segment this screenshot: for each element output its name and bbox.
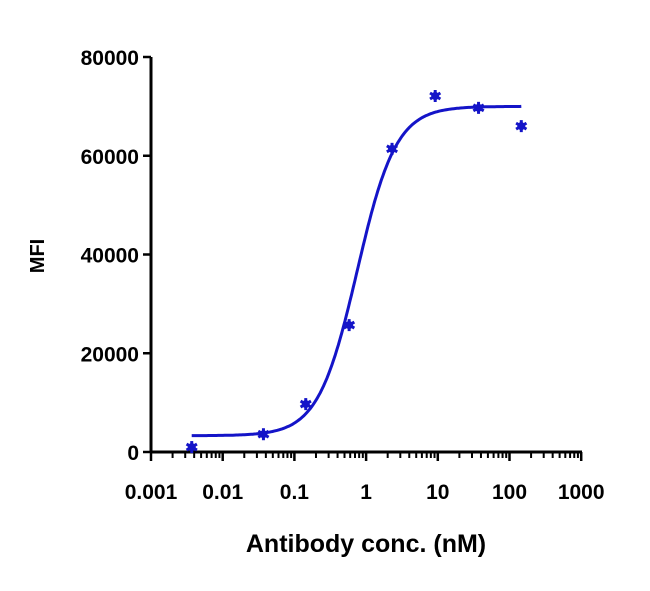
x-axis-ticks: 0.001 0.01 0.1 1 10 100 1000 <box>125 452 605 504</box>
data-point-marker <box>429 90 442 103</box>
data-points <box>185 90 528 454</box>
data-point-marker <box>257 428 270 441</box>
x-tick-label: 1000 <box>558 481 605 504</box>
y-tick-label: 20000 <box>81 343 139 366</box>
y-axis-title: MFI <box>27 239 49 273</box>
x-tick-label: 0.01 <box>202 481 243 504</box>
data-point-marker <box>472 101 485 114</box>
x-tick-label: 0.1 <box>280 481 310 504</box>
x-axis-title: Antibody conc. (nM) <box>246 530 486 558</box>
x-tick-label: 0.001 <box>125 481 178 504</box>
y-tick-label: 80000 <box>81 47 139 70</box>
y-tick-label: 0 <box>127 442 139 465</box>
fit-curve <box>191 104 522 438</box>
x-tick-label: 10 <box>426 481 449 504</box>
data-point-marker <box>515 120 528 133</box>
x-tick-label: 1 <box>360 481 372 504</box>
x-tick-label: 100 <box>492 481 527 504</box>
y-tick-label: 60000 <box>81 146 139 169</box>
data-point-marker <box>299 398 312 411</box>
y-tick-label: 40000 <box>81 245 139 268</box>
data-point-marker <box>386 142 398 155</box>
data-point-marker <box>343 319 356 332</box>
data-point-marker <box>185 441 198 454</box>
y-axis-ticks: 0 20000 40000 60000 80000 <box>81 47 151 465</box>
